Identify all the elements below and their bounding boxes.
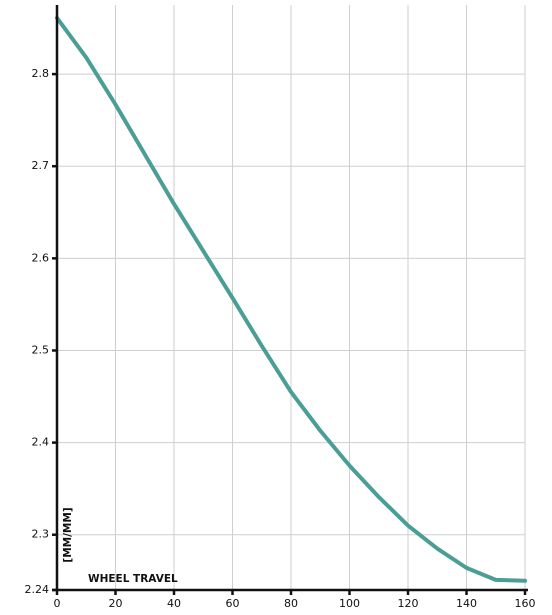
x-axis-label: WHEEL TRAVEL — [88, 573, 178, 585]
x-tick-label: 20 — [109, 597, 123, 610]
x-tick-label: 60 — [226, 597, 240, 610]
x-tick-label: 40 — [167, 597, 181, 610]
y-tick-label: 2.5 — [32, 343, 50, 356]
y-tick-label: 2.3 — [32, 528, 50, 541]
x-tick-label: 160 — [515, 597, 536, 610]
data-line — [55, 15, 527, 583]
x-tick-label: 140 — [456, 597, 477, 610]
x-tick-label: 100 — [339, 597, 360, 610]
y-tick-label: 2.7 — [32, 159, 50, 172]
plot: 2.24 2.3 2.4 2.5 2.6 2.7 2.8 0 20 40 60 80 100 120 140… — [25, 5, 536, 610]
y-tick-label: 2.6 — [32, 251, 50, 264]
y-tick-label: 2.4 — [32, 436, 50, 449]
x-tick-label: 120 — [398, 597, 419, 610]
y-tick-label: 2.8 — [32, 67, 50, 80]
y-tick-label: 2.24 — [25, 583, 50, 596]
x-tick-label: 80 — [284, 597, 298, 610]
x-tick-label: 0 — [54, 597, 61, 610]
y-axis-label: [MM/MM] — [62, 507, 74, 562]
